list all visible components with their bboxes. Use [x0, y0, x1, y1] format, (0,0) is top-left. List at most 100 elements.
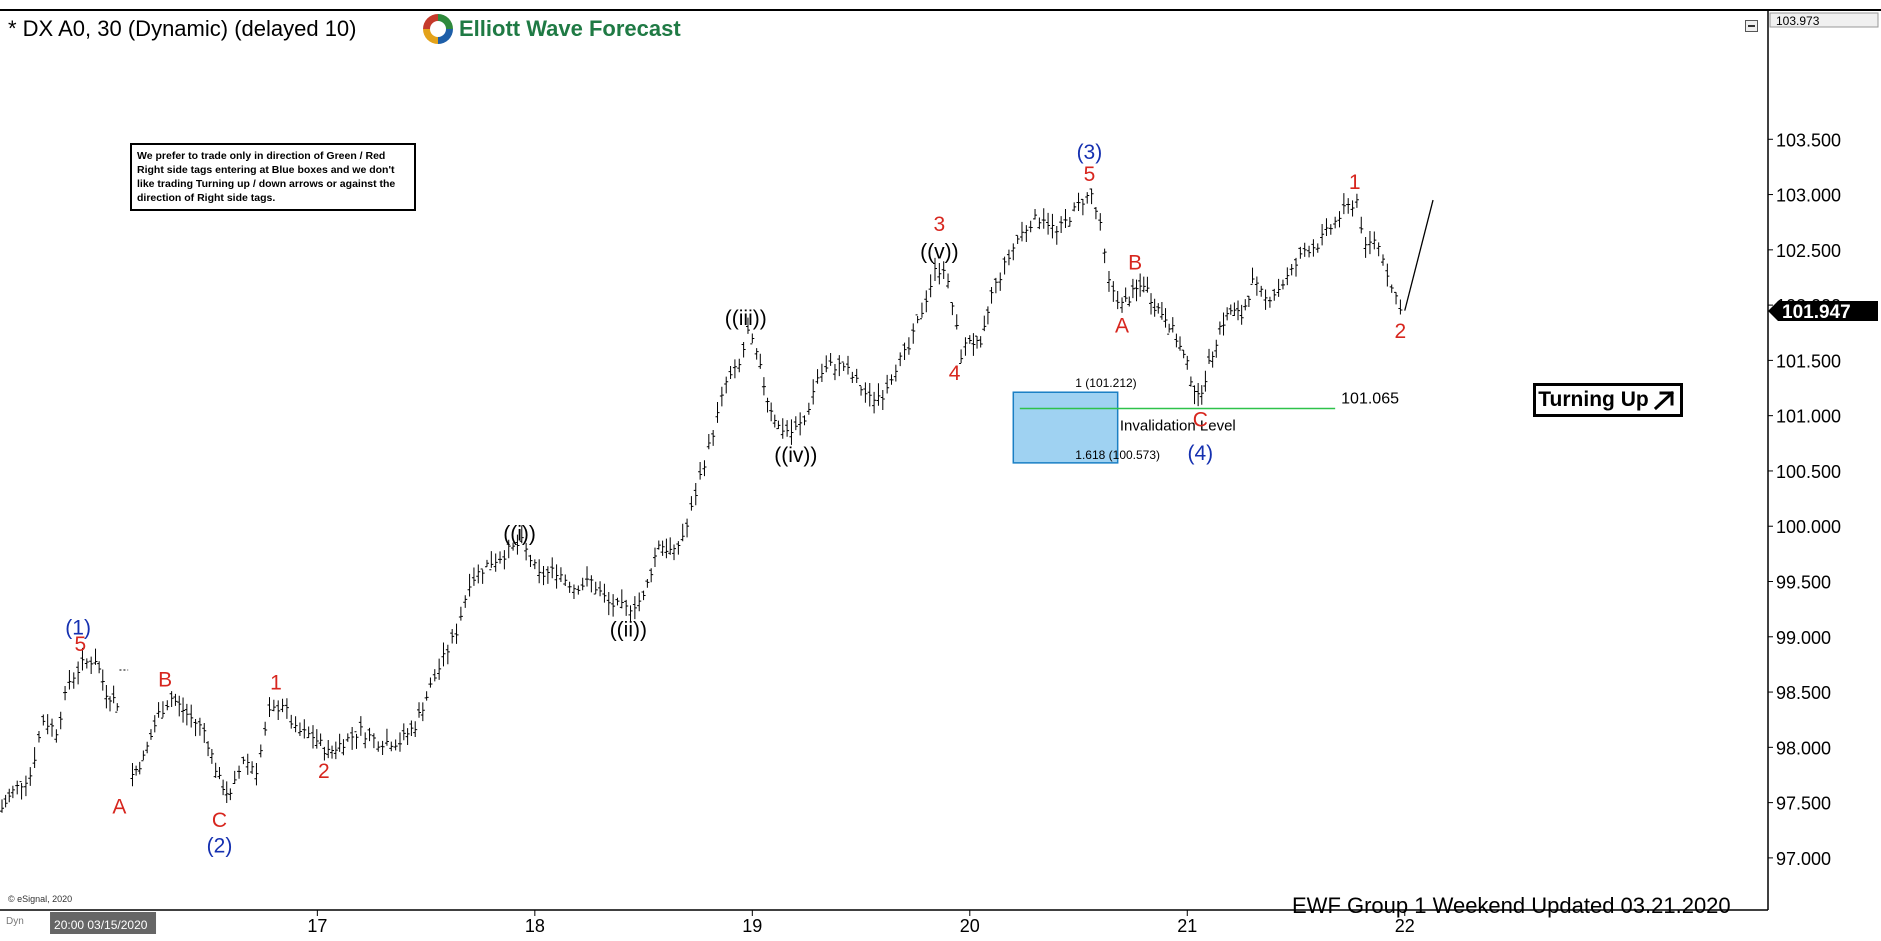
ohlc-bar — [1174, 333, 1179, 348]
ohlc-bar — [1127, 296, 1132, 307]
ohlc-bar — [798, 412, 803, 436]
ohlc-bar — [206, 741, 211, 757]
price-tick-label: 101.000 — [1776, 407, 1841, 427]
ohlc-bar — [1298, 246, 1303, 259]
logo-text: Elliott Wave Forecast — [459, 16, 681, 41]
ohlc-bar — [506, 539, 511, 559]
ohlc-bar — [1050, 213, 1055, 239]
ohlc-bar — [563, 574, 568, 587]
ohlc-bar — [297, 722, 302, 737]
ohlc-bar — [872, 391, 877, 414]
ohlc-bar — [954, 314, 959, 330]
ohlc-bar — [1163, 308, 1168, 328]
ohlc-bar — [893, 364, 898, 382]
ohlc-bar — [876, 383, 881, 406]
ohlc-bar — [1159, 302, 1164, 320]
ohlc-bar — [1311, 239, 1316, 257]
projection-line — [1404, 199, 1434, 311]
price-tick-label: 100.000 — [1776, 517, 1841, 537]
ohlc-bar — [824, 355, 829, 373]
ohlc-bar — [585, 566, 590, 587]
ohlc-bar — [689, 496, 694, 511]
ohlc-bar — [345, 733, 350, 742]
ohlc-bar — [293, 716, 298, 733]
blue-box-zone — [1012, 391, 1119, 464]
wave-label: 1 — [1349, 171, 1361, 194]
ohlc-bar — [932, 257, 937, 281]
time-tick-label: 20 — [960, 916, 980, 936]
ohlc-bar — [832, 364, 837, 381]
ohlc-bar — [1354, 193, 1359, 208]
ohlc-bar — [776, 420, 781, 430]
time-tick-label: 17 — [307, 916, 327, 936]
ohlc-bar — [550, 557, 555, 579]
ohlc-bar — [213, 762, 218, 778]
ohlc-bar — [100, 669, 105, 691]
ohlc-bar — [318, 733, 323, 747]
ohlc-bar — [1080, 198, 1085, 216]
ohlc-bar — [1134, 279, 1139, 302]
ohlc-bar — [1041, 208, 1046, 229]
ohlc-bar — [850, 371, 855, 383]
ohlc-bar — [389, 741, 394, 752]
ohlc-bar — [741, 342, 746, 358]
ohlc-bar — [1333, 216, 1338, 229]
ohlc-bar — [898, 352, 903, 367]
wave-label: ((ii)) — [610, 619, 647, 642]
ohlc-bar — [1149, 293, 1154, 315]
ohlc-bar — [880, 389, 885, 411]
ohlc-bar — [1302, 242, 1307, 257]
ohlc-bar — [1152, 298, 1157, 317]
time-tick-label: 22 — [1395, 916, 1415, 936]
last-price-marker — [1768, 300, 1878, 321]
price-tick-label: 99.000 — [1776, 628, 1831, 648]
ohlc-bar — [558, 567, 563, 583]
ohlc-bar — [3, 794, 8, 808]
wave-label: (1) — [65, 616, 91, 639]
ohlc-bar — [217, 766, 222, 780]
price-tick-label: 98.000 — [1776, 738, 1831, 758]
ohlc-bar — [998, 272, 1003, 291]
ohlc-bar — [750, 333, 755, 345]
ohlc-bar — [330, 745, 335, 759]
ohlc-bar — [819, 363, 824, 383]
price-tick-label: 98.500 — [1776, 683, 1831, 703]
price-tick-label: 103.000 — [1776, 186, 1841, 206]
zone-bottom-label: 1.618 (100.573) — [1075, 448, 1160, 462]
ohlc-bar — [333, 741, 338, 760]
ohlc-bar — [326, 739, 331, 759]
wave-label: (3) — [1077, 141, 1103, 164]
ohlc-bar — [393, 739, 398, 751]
ohlc-bar — [1389, 284, 1394, 293]
ohlc-bar — [115, 703, 120, 713]
ohlc-bar — [1294, 257, 1299, 277]
ohlc-bar — [1217, 321, 1222, 335]
time-tick-label: 21 — [1177, 916, 1197, 936]
ohlc-bar — [80, 647, 85, 671]
wave-label: 4 — [949, 362, 961, 385]
ohlc-bar — [676, 541, 681, 555]
ohlc-bar — [148, 729, 153, 740]
ohlc-bar — [545, 566, 550, 584]
ohlc-bar — [258, 744, 263, 758]
ohlc-bar — [1033, 208, 1038, 220]
ohlc-bar — [924, 290, 929, 313]
ohlc-bar — [1210, 351, 1215, 368]
ohlc-bar — [463, 595, 468, 608]
ohlc-bar — [1315, 243, 1320, 253]
footer-updated: EWF Group 1 Weekend Updated 03.21.2020 — [1292, 893, 1731, 918]
ohlc-bar — [1359, 216, 1364, 234]
wave-label: (4) — [1187, 442, 1213, 465]
ohlc-bar — [1254, 276, 1259, 296]
ohlc-bar — [971, 333, 976, 356]
ohlc-bar — [541, 565, 546, 586]
ohlc-bar — [237, 765, 242, 779]
ohlc-bar — [1185, 355, 1190, 370]
ohlc-bar — [1207, 348, 1212, 365]
ohlc-bar — [181, 697, 186, 723]
ohlc-bar — [502, 550, 507, 570]
ohlc-bar — [715, 402, 720, 423]
ohlc-bar — [36, 730, 41, 743]
minimize-icon[interactable] — [1745, 20, 1758, 32]
ohlc-bar — [1246, 295, 1251, 308]
